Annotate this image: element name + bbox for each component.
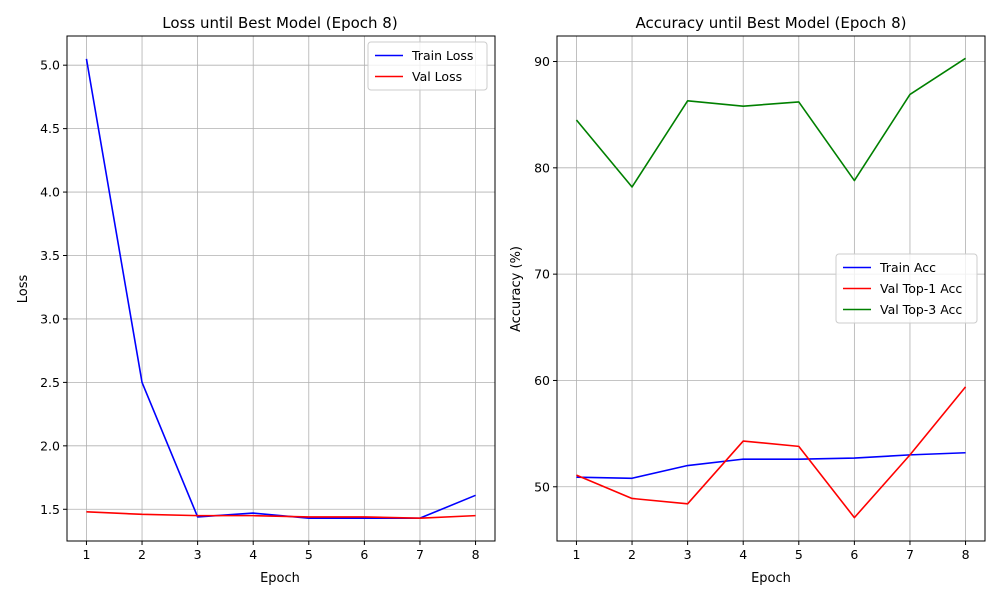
loss-y-tick-label: 2.0 <box>40 438 60 453</box>
loss-legend-label: Train Loss <box>411 48 473 63</box>
accuracy-plot-frame <box>556 35 986 542</box>
loss-x-axis-label: Epoch <box>260 571 300 586</box>
loss-legend-label: Val Loss <box>412 69 462 84</box>
accuracy-x-axis-label: Epoch <box>751 571 791 586</box>
accuracy-y-axis-label: Accuracy (%) <box>509 246 524 332</box>
accuracy-x-tick-label: 8 <box>962 547 970 562</box>
accuracy-chart: Accuracy until Best Model (Epoch 8) Epoc… <box>509 14 986 586</box>
loss-legend: Train Loss Val Loss <box>367 41 488 91</box>
loss-x-tick-label: 8 <box>472 547 480 562</box>
loss-y-tick-label: 1.5 <box>40 502 60 517</box>
loss-x-tick-label: 3 <box>194 547 202 562</box>
accuracy-y-tick-label: 50 <box>534 479 550 494</box>
loss-y-tick-label: 2.5 <box>40 375 60 390</box>
loss-x-tick-label: 5 <box>305 547 313 562</box>
loss-chart: Loss until Best Model (Epoch 8) Epoch Lo… <box>16 14 496 586</box>
accuracy-y-tick-label: 70 <box>534 267 550 282</box>
accuracy-x-tick-label: 7 <box>906 547 914 562</box>
loss-y-tick-label: 5.0 <box>40 58 60 73</box>
accuracy-series-line-val-top-1-acc <box>576 386 967 519</box>
accuracy-chart-title: Accuracy until Best Model (Epoch 8) <box>636 14 907 32</box>
accuracy-y-tick-label: 80 <box>534 160 550 175</box>
accuracy-x-tick-label: 5 <box>795 547 803 562</box>
accuracy-x-tick-label: 6 <box>850 547 858 562</box>
loss-x-tick-label: 4 <box>249 547 257 562</box>
accuracy-series-line-train-acc <box>576 451 966 480</box>
accuracy-x-tick-label: 3 <box>684 547 692 562</box>
accuracy-legend-label: Train Acc <box>879 260 936 275</box>
loss-x-tick-label: 1 <box>82 547 90 562</box>
accuracy-x-tick-label: 4 <box>739 547 747 562</box>
loss-plot-frame <box>66 35 496 542</box>
loss-x-tick-label: 6 <box>360 547 368 562</box>
accuracy-legend-label: Val Top-3 Acc <box>880 302 962 317</box>
accuracy-x-tick-label: 2 <box>628 547 636 562</box>
loss-x-tick-label: 7 <box>416 547 424 562</box>
loss-y-axis-label: Loss <box>16 275 31 304</box>
accuracy-y-tick-label: 90 <box>534 54 550 69</box>
loss-y-tick-label: 4.5 <box>40 121 60 136</box>
loss-chart-title: Loss until Best Model (Epoch 8) <box>162 14 397 32</box>
loss-y-tick-label: 3.5 <box>40 248 60 263</box>
loss-series-line-val-loss <box>86 511 476 519</box>
accuracy-legend-box <box>835 253 978 324</box>
accuracy-legend: Train Acc Val Top-1 Acc Val Top-3 Acc <box>835 253 978 324</box>
loss-series-line-train-loss <box>85 58 476 519</box>
loss-y-tick-label: 3.0 <box>40 311 60 326</box>
loss-x-tick-label: 2 <box>138 547 146 562</box>
accuracy-y-tick-label: 60 <box>534 373 550 388</box>
accuracy-series-line-val-top-3-acc <box>575 57 966 188</box>
accuracy-x-tick-label: 1 <box>572 547 580 562</box>
loss-legend-box <box>367 41 488 91</box>
loss-y-tick-label: 4.0 <box>40 185 60 200</box>
accuracy-legend-label: Val Top-1 Acc <box>880 281 962 296</box>
